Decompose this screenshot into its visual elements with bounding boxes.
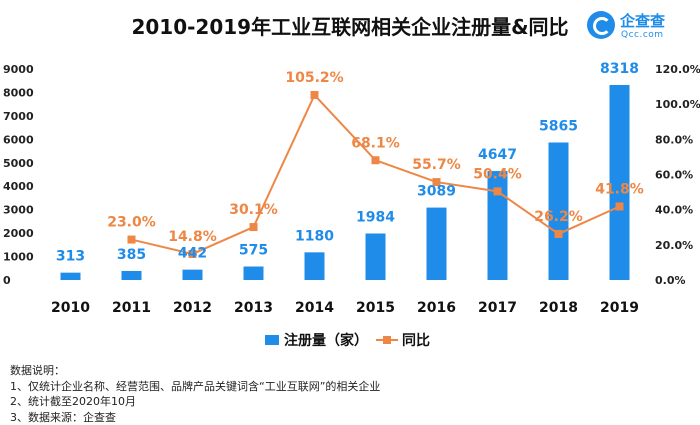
y-right-tick-label: 120.0% bbox=[655, 63, 700, 76]
legend-bar-label: 注册量（家） bbox=[284, 332, 368, 349]
line-value-label: 30.1% bbox=[229, 202, 278, 218]
line-point bbox=[554, 229, 563, 238]
logo-sub: Qcc.com bbox=[621, 30, 664, 40]
line-point bbox=[249, 223, 258, 232]
y-axis-right: 0.0% 20.0% 40.0% 60.0% 80.0% 100.0% 120.0% bbox=[655, 63, 700, 287]
bar-value-label: 1180 bbox=[295, 228, 334, 244]
legend-bar-swatch bbox=[265, 335, 279, 345]
notes-line-1: 1、仅统计企业名称、经营范围、品牌产品关键词含“工业互联网”的相关企业 bbox=[10, 379, 381, 393]
line-point bbox=[188, 249, 197, 258]
line-series bbox=[127, 91, 624, 258]
line-value-label: 68.1% bbox=[351, 135, 400, 151]
qcc-logo: 企查查 Qcc.com bbox=[587, 10, 697, 44]
y-left-tick-label: 2000 bbox=[3, 227, 34, 240]
line-point bbox=[615, 202, 624, 211]
bar bbox=[548, 142, 569, 280]
bar-value-label: 575 bbox=[239, 243, 268, 259]
line-value-label: 105.2% bbox=[285, 70, 343, 86]
line-value-label: 41.8% bbox=[595, 182, 644, 198]
bar bbox=[426, 207, 447, 280]
notes-heading: 数据说明： bbox=[10, 364, 65, 377]
bar-value-label: 1984 bbox=[356, 209, 395, 225]
bar-value-label: 4647 bbox=[478, 147, 517, 163]
line-point bbox=[371, 156, 380, 165]
bar-value-label: 3089 bbox=[417, 184, 456, 200]
bar-value-label: 5865 bbox=[539, 118, 578, 134]
y-left-tick-label: 8000 bbox=[3, 86, 34, 99]
notes-line-2: 2、统计截至2020年10月 bbox=[10, 395, 136, 408]
line-point bbox=[310, 91, 319, 100]
y-axis-left: 0 1000 2000 3000 4000 5000 6000 7000 8000 9000 bbox=[3, 63, 34, 287]
y-left-tick-label: 4000 bbox=[3, 180, 34, 193]
line-value-label: 23.0% bbox=[107, 215, 156, 231]
bar-value-label: 8318 bbox=[600, 61, 639, 77]
line-point bbox=[493, 187, 502, 196]
line-point bbox=[127, 235, 136, 244]
bar bbox=[304, 252, 325, 280]
x-tick-label: 2011 bbox=[112, 300, 151, 316]
x-tick-label: 2010 bbox=[51, 300, 90, 316]
x-tick-label: 2013 bbox=[234, 300, 273, 316]
line-value-label: 50.4% bbox=[473, 166, 522, 182]
y-right-tick-label: 80.0% bbox=[655, 133, 693, 146]
x-tick-label: 2016 bbox=[417, 300, 456, 316]
line-point bbox=[432, 178, 441, 187]
legend-line-label: 同比 bbox=[402, 332, 430, 349]
x-tick-label: 2015 bbox=[356, 300, 395, 316]
y-left-tick-label: 1000 bbox=[3, 251, 34, 264]
notes-line-3: 3、数据来源：企查查 bbox=[10, 410, 116, 424]
bar bbox=[365, 233, 386, 280]
bar bbox=[243, 266, 264, 280]
bar-series bbox=[60, 84, 630, 281]
line-labels: 23.0% 14.8% 30.1% 105.2% 68.1% 55.7% 50.4% 26.2… bbox=[107, 70, 644, 245]
line-value-label: 55.7% bbox=[412, 157, 461, 173]
bar bbox=[487, 171, 508, 280]
y-left-tick-label: 9000 bbox=[3, 63, 34, 76]
line-value-label: 26.2% bbox=[534, 209, 583, 225]
x-tick-label: 2019 bbox=[600, 300, 639, 316]
y-left-tick-label: 6000 bbox=[3, 133, 34, 146]
bar bbox=[182, 269, 203, 280]
y-right-tick-label: 20.0% bbox=[655, 239, 693, 252]
y-left-tick-label: 0 bbox=[3, 274, 11, 287]
y-right-tick-label: 100.0% bbox=[655, 98, 700, 111]
bar bbox=[121, 270, 142, 280]
y-right-tick-label: 0.0% bbox=[655, 274, 686, 287]
bar bbox=[60, 272, 81, 280]
x-axis: 2010 2011 2012 2013 2014 2015 2016 2017 2018 2019 bbox=[51, 300, 639, 316]
x-tick-label: 2012 bbox=[173, 300, 212, 316]
x-tick-label: 2017 bbox=[478, 300, 517, 316]
bar bbox=[609, 84, 630, 281]
legend: 注册量（家） 同比 bbox=[265, 332, 430, 349]
bar-value-label: 385 bbox=[117, 247, 146, 263]
legend-line-marker bbox=[383, 336, 391, 344]
y-right-tick-label: 60.0% bbox=[655, 169, 693, 182]
bar-value-label: 442 bbox=[178, 246, 207, 262]
x-tick-label: 2018 bbox=[539, 300, 578, 316]
y-left-tick-label: 3000 bbox=[3, 204, 34, 217]
bar-labels: 313 385 442 575 1180 1984 3089 4647 5865 8318 bbox=[56, 61, 639, 265]
y-left-tick-label: 5000 bbox=[3, 157, 34, 170]
logo-name: 企查查 bbox=[620, 12, 666, 30]
y-left-tick-label: 7000 bbox=[3, 110, 34, 123]
line-value-label: 14.8% bbox=[168, 229, 217, 245]
chart-title: 2010-2019年工业互联网相关企业注册量&同比 bbox=[131, 15, 568, 39]
bar-value-label: 313 bbox=[56, 249, 85, 265]
data-notes: 数据说明： 1、仅统计企业名称、经营范围、品牌产品关键词含“工业互联网”的相关企… bbox=[10, 363, 380, 425]
qcc-logo-icon bbox=[587, 11, 615, 39]
y-right-tick-label: 40.0% bbox=[655, 204, 693, 217]
x-tick-label: 2014 bbox=[295, 300, 334, 316]
